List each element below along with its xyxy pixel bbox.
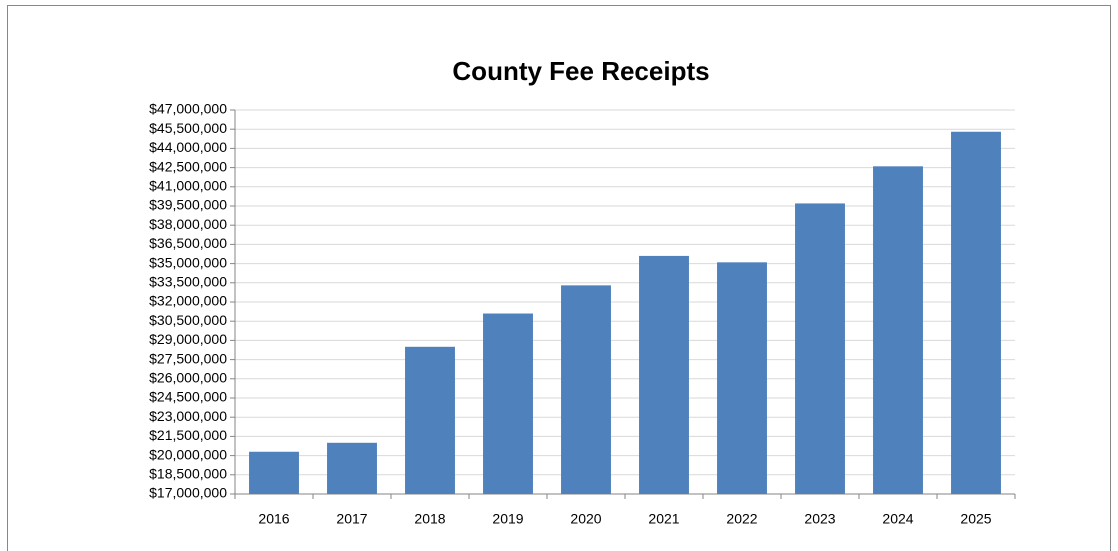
x-tick-label: 2018 xyxy=(414,511,445,527)
y-tick-label: $35,000,000 xyxy=(149,254,227,270)
y-tick-label: $27,500,000 xyxy=(149,350,227,366)
chart-frame xyxy=(7,5,1111,551)
y-tick-label: $26,000,000 xyxy=(149,370,227,386)
bar xyxy=(717,262,767,494)
y-tick-label: $44,000,000 xyxy=(149,139,227,155)
bar xyxy=(639,255,689,494)
x-tick-label: 2022 xyxy=(726,511,757,527)
x-tick-label: 2025 xyxy=(960,511,991,527)
y-tick-label: $18,500,000 xyxy=(149,466,227,482)
bar xyxy=(873,166,923,494)
chart-title: County Fee Receipts xyxy=(452,56,709,86)
y-tick-label: $21,500,000 xyxy=(149,427,227,443)
bar xyxy=(951,131,1001,494)
x-tick-label: 2024 xyxy=(882,511,913,527)
x-tick-label: 2017 xyxy=(336,511,367,527)
x-tick-label: 2023 xyxy=(804,511,835,527)
bar xyxy=(249,451,299,494)
y-tick-label: $38,000,000 xyxy=(149,216,227,232)
bar xyxy=(795,203,845,494)
y-tick-label: $29,000,000 xyxy=(149,331,227,347)
bar xyxy=(327,442,377,494)
bar xyxy=(405,346,455,494)
x-tick-label: 2020 xyxy=(570,511,601,527)
x-tick-label: 2019 xyxy=(492,511,523,527)
y-tick-label: $24,500,000 xyxy=(149,389,227,405)
bar xyxy=(483,313,533,494)
y-tick-label: $33,500,000 xyxy=(149,274,227,290)
y-tick-label: $17,000,000 xyxy=(149,485,227,501)
y-tick-label: $41,000,000 xyxy=(149,178,227,194)
y-tick-label: $36,500,000 xyxy=(149,235,227,251)
y-tick-label: $30,500,000 xyxy=(149,312,227,328)
y-tick-label: $45,500,000 xyxy=(149,120,227,136)
y-tick-label: $32,000,000 xyxy=(149,293,227,309)
x-tick-label: 2021 xyxy=(648,511,679,527)
y-tick-label: $42,500,000 xyxy=(149,158,227,174)
bar xyxy=(561,285,611,494)
y-tick-label: $23,000,000 xyxy=(149,408,227,424)
y-tick-label: $47,000,000 xyxy=(149,101,227,117)
x-tick-label: 2016 xyxy=(258,511,289,527)
y-tick-label: $39,500,000 xyxy=(149,197,227,213)
y-tick-label: $20,000,000 xyxy=(149,446,227,462)
